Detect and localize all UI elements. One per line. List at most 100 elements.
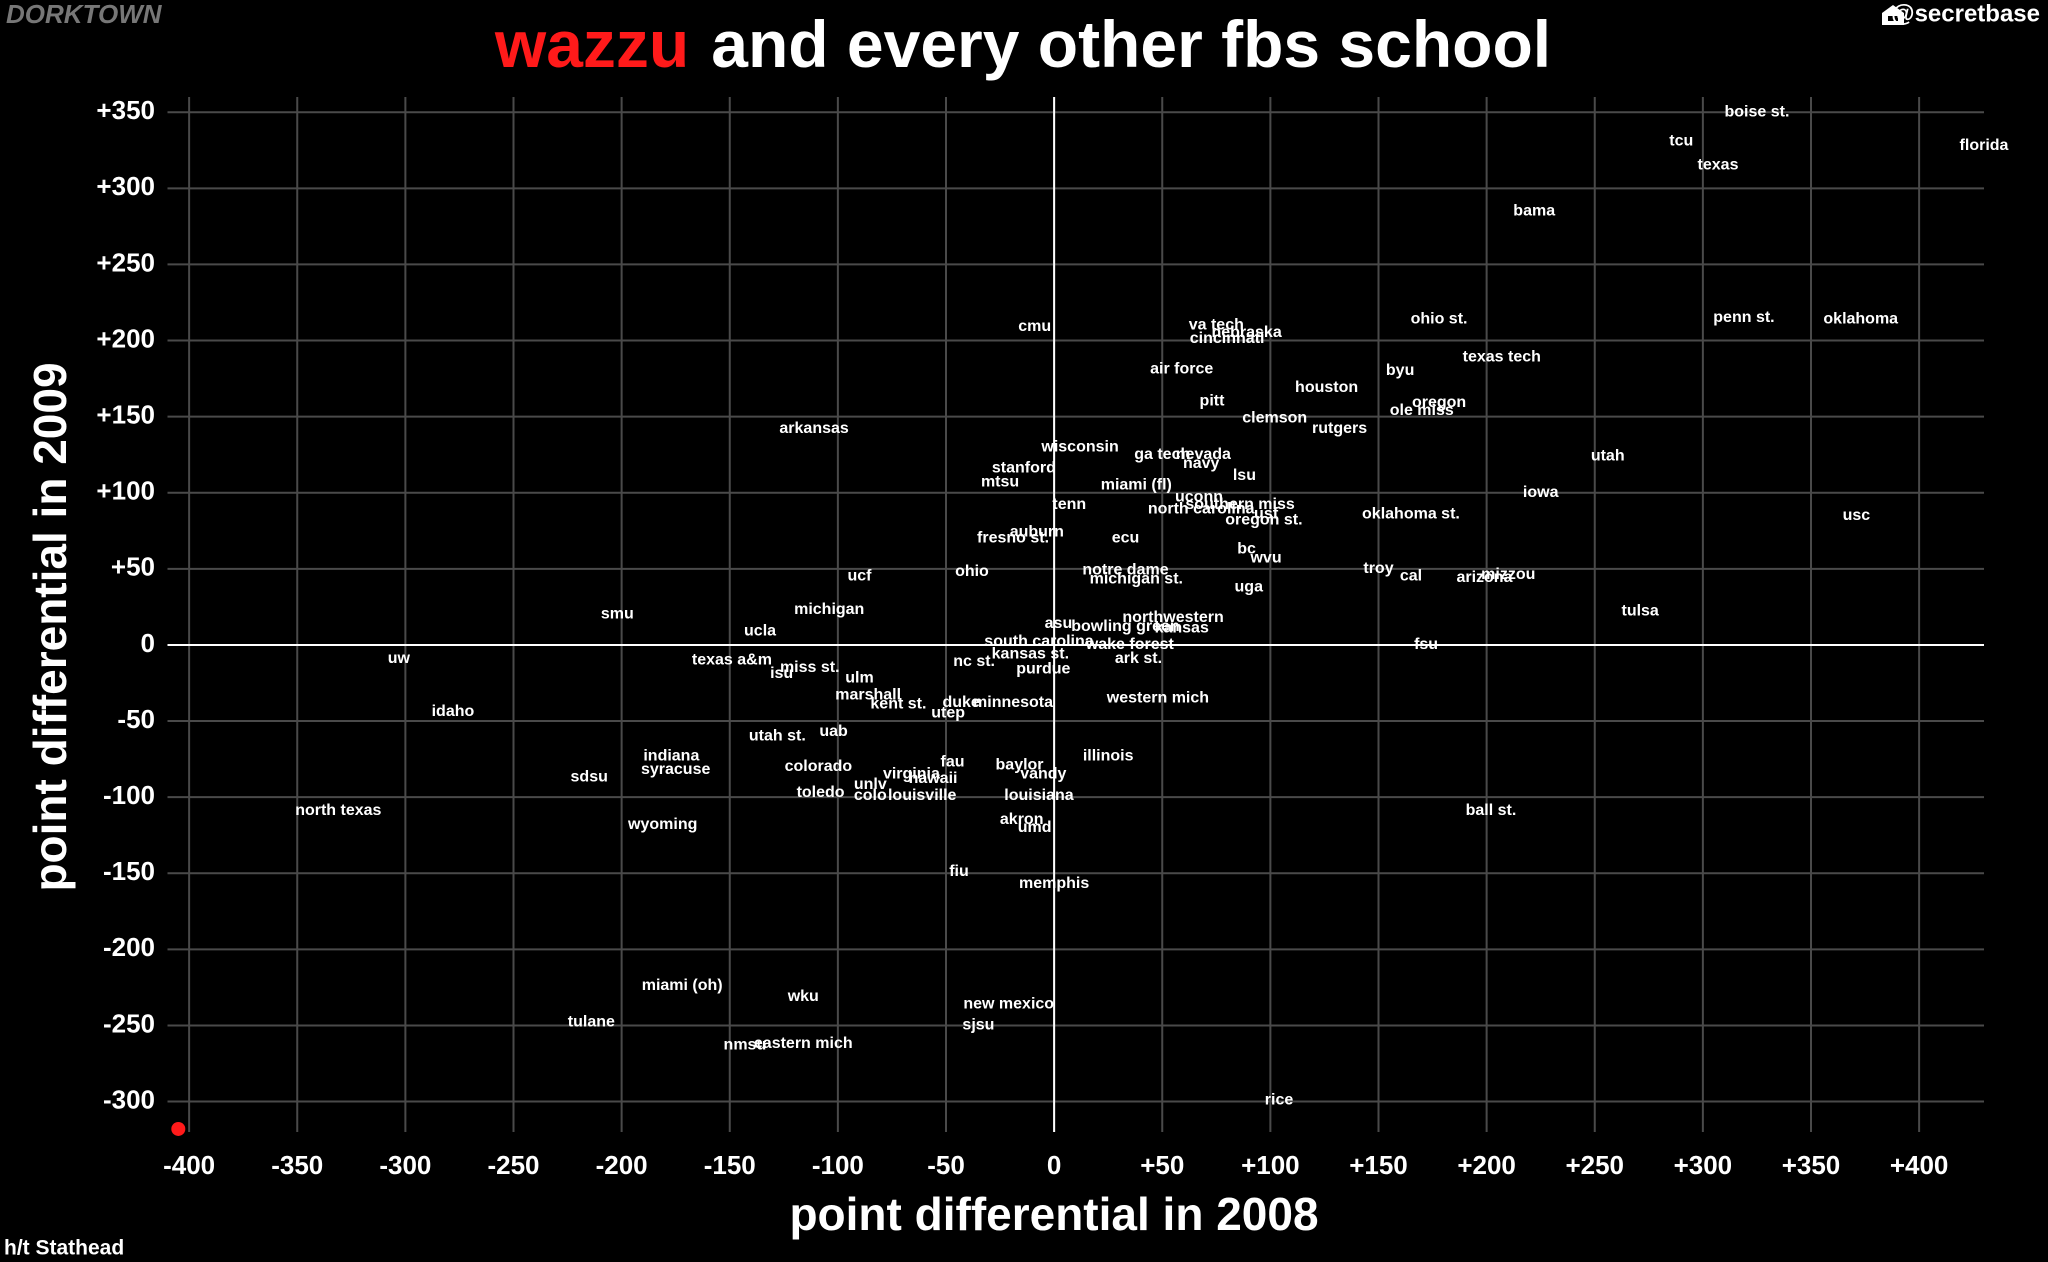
y-tick-label: +200: [96, 323, 155, 353]
point-label: lsu: [1233, 467, 1256, 484]
credit: @secretbase: [1891, 0, 2040, 27]
x-tick-label: -350: [271, 1150, 323, 1180]
point-label: kansas: [1155, 619, 1209, 636]
point-label: kent st.: [870, 696, 926, 713]
point-label: bama: [1513, 202, 1555, 219]
point-label: illinois: [1083, 747, 1134, 764]
plot-area: -400 -350 -300 -250 -200 -150 -100 -50 0 +50 +100 +…: [96, 95, 2008, 1180]
x-tick-label: +50: [1140, 1150, 1184, 1180]
point-label: troy: [1363, 560, 1393, 577]
point-label: usc: [1843, 507, 1871, 524]
point-label: tulsa: [1621, 603, 1658, 620]
point-label: oregon: [1412, 394, 1466, 411]
y-tick-label: -300: [103, 1084, 155, 1114]
x-tick-label: +350: [1782, 1150, 1841, 1180]
point-label: nebraska: [1211, 324, 1281, 341]
point-label: bowling green: [1071, 618, 1179, 635]
x-tick-label: +300: [1674, 1150, 1733, 1180]
point-label: purdue: [1016, 661, 1070, 678]
point-label: air force: [1150, 361, 1213, 378]
point-label: wisconsin: [1040, 438, 1118, 455]
point-label: michigan: [794, 601, 864, 618]
point-label: utep: [931, 705, 965, 722]
x-tick-label: -250: [487, 1150, 539, 1180]
point-label: va tech: [1189, 317, 1244, 334]
y-tick-label: -250: [103, 1008, 155, 1038]
point-label: western mich: [1106, 689, 1209, 706]
point-label: uab: [819, 723, 848, 740]
x-axis-label: point differential in 2008: [789, 1188, 1318, 1240]
point-label: miss st.: [780, 659, 840, 676]
note: h/t Stathead: [4, 1237, 124, 1260]
point-label: colorado: [785, 758, 853, 775]
point-label: smu: [601, 606, 634, 623]
point-label: miami (fl): [1101, 476, 1172, 493]
x-tick-label: +150: [1349, 1150, 1408, 1180]
point-label: ucf: [848, 568, 873, 585]
y-tick-label: +300: [96, 171, 155, 201]
y-tick-label: +100: [96, 476, 155, 506]
point-label: pitt: [1200, 393, 1226, 410]
point-label: ga tech: [1134, 446, 1190, 463]
point-label: florida: [1960, 137, 2009, 154]
point-label: wyoming: [627, 816, 697, 833]
point-label: usf: [1254, 505, 1279, 522]
y-tick-label: -150: [103, 856, 155, 886]
point-label: miami (oh): [642, 977, 723, 994]
point-label: ole miss: [1390, 402, 1454, 419]
point-label: virginia: [883, 766, 940, 783]
point-label: tulane: [568, 1014, 615, 1031]
y-tick-label: +350: [96, 95, 155, 125]
y-tick-label: 0: [141, 628, 155, 658]
point-label: iowa: [1523, 484, 1559, 501]
point-label: sdsu: [571, 769, 608, 786]
y-tick-label: -100: [103, 780, 155, 810]
point-label: northwestern: [1122, 609, 1223, 626]
credit-icon: [1882, 5, 1904, 25]
point-label: oklahoma: [1823, 310, 1898, 327]
y-tick-label: +150: [96, 400, 155, 430]
point-label: fsu: [1414, 636, 1438, 653]
point-label: louisville: [888, 787, 957, 804]
point-label: fiu: [949, 863, 969, 880]
point-label: sjsu: [962, 1017, 994, 1034]
point-label: north texas: [295, 802, 381, 819]
y-axis-label: point differential in 2009: [24, 362, 76, 891]
point-label: vandy: [1020, 766, 1066, 783]
point-label: auburn: [1010, 524, 1064, 541]
point-label: texas a&m: [692, 651, 772, 668]
point-label: minnesota: [973, 694, 1053, 711]
point-label: syracuse: [641, 761, 710, 778]
point-label: fresno st.: [977, 530, 1049, 547]
point-label: nc st.: [953, 653, 995, 670]
point-label: arizona: [1456, 569, 1512, 586]
point-label: mizzou: [1481, 566, 1535, 583]
point-label: houston: [1295, 379, 1358, 396]
point-label: bc: [1237, 540, 1256, 557]
x-tick-label: +200: [1457, 1150, 1516, 1180]
point-label: texas tech: [1463, 348, 1541, 365]
point-label: fau: [940, 753, 964, 770]
y-tick-label: +50: [111, 552, 155, 582]
point-label: ark st.: [1115, 650, 1162, 667]
point-label: wake forest: [1085, 636, 1175, 653]
point-label: clemson: [1242, 409, 1307, 426]
highlight-point: [171, 1121, 186, 1136]
x-tick-label: -200: [596, 1150, 648, 1180]
point-label: louisiana: [1004, 787, 1073, 804]
point-label: asu: [1045, 615, 1073, 632]
title-highlight: wazzu: [494, 7, 689, 81]
point-label: hawaii: [909, 770, 958, 787]
y-tick-label: -50: [117, 704, 155, 734]
point-label: kansas st.: [992, 645, 1069, 662]
brand: DORKTOWN: [6, 0, 163, 29]
point-label: umd: [1018, 819, 1052, 836]
point-label: uw: [388, 650, 411, 667]
point-label: ohio: [955, 563, 989, 580]
x-tick-label: +400: [1890, 1150, 1949, 1180]
point-label: ball st.: [1466, 802, 1517, 819]
point-label: oregon st.: [1225, 511, 1302, 528]
title-rest: and every other fbs school: [711, 7, 1551, 81]
x-tick-label: -300: [379, 1150, 431, 1180]
